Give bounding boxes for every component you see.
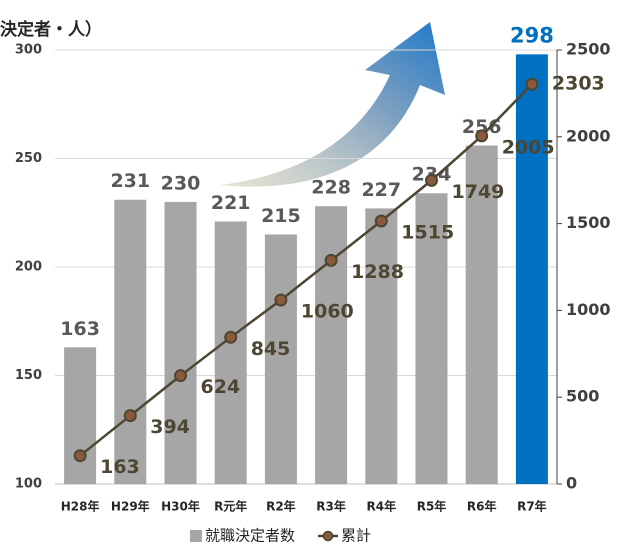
y2-tick-label: 1500 <box>566 213 611 232</box>
line-value-label: 1288 <box>351 261 404 283</box>
legend-marker <box>322 530 334 542</box>
y-tick-label: 200 <box>15 260 42 275</box>
x-tick-label: R元年 <box>214 499 247 514</box>
y2-tick-label: 2000 <box>566 126 611 145</box>
chart-title: 決定者・人） <box>0 19 102 40</box>
line-value-label: 1060 <box>301 300 354 322</box>
bar <box>515 54 548 485</box>
line-marker <box>475 129 489 143</box>
bar-value-label: 163 <box>60 318 100 340</box>
line-value-label: 2005 <box>502 136 555 158</box>
y-tick-label: 100 <box>15 477 42 492</box>
legend-swatch <box>190 530 202 542</box>
x-tick-label: R3年 <box>316 499 346 514</box>
x-tick-label: R5年 <box>417 499 447 514</box>
bar <box>365 208 398 484</box>
line-marker <box>374 214 388 228</box>
line-value-label: 1515 <box>401 221 454 243</box>
bar <box>415 193 448 484</box>
x-tick-label: H29年 <box>111 499 150 514</box>
bar-value-label: 228 <box>311 177 351 199</box>
bar <box>64 347 97 484</box>
x-tick-label: R2年 <box>266 499 296 514</box>
bar-value-label: 227 <box>361 179 401 201</box>
bar-value-label: 256 <box>462 116 502 138</box>
bar <box>465 145 498 485</box>
x-tick-label: H30年 <box>161 499 200 514</box>
line-marker <box>73 449 87 463</box>
line-marker <box>274 293 288 307</box>
line-value-label: 624 <box>201 376 241 398</box>
line <box>79 83 533 457</box>
bar-value-label: 215 <box>261 205 301 227</box>
line-value-label: 2303 <box>552 73 605 95</box>
bar <box>164 201 197 484</box>
y2-tick-label: 2500 <box>566 40 611 59</box>
line-marker <box>174 369 187 383</box>
legend-label: 就職決定者数 <box>205 527 295 545</box>
y-tick-label: 300 <box>15 43 42 58</box>
bar <box>264 234 297 484</box>
x-tick-label: R7年 <box>517 499 547 514</box>
line-marker <box>324 253 338 267</box>
line-value-label: 1749 <box>452 181 505 203</box>
legend-label: 累計 <box>341 527 371 545</box>
bar-value-label: 298 <box>510 23 554 47</box>
bar-value-label: 221 <box>211 192 251 214</box>
y-tick-label: 250 <box>15 151 42 166</box>
line-marker <box>425 173 438 187</box>
y-tick-label: 150 <box>15 368 42 383</box>
line-value-label: 845 <box>251 338 291 360</box>
line-marker <box>123 409 137 423</box>
line-marker <box>525 77 539 91</box>
bar <box>315 206 348 485</box>
y2-tick-label: 500 <box>566 387 599 406</box>
bar <box>214 221 247 484</box>
bar-value-label: 230 <box>161 172 201 194</box>
line-value-label: 394 <box>150 416 190 438</box>
bar-value-label: 231 <box>110 170 150 192</box>
y2-tick-label: 0 <box>566 474 577 493</box>
line-value-label: 163 <box>100 456 140 478</box>
y2-tick-label: 1000 <box>566 300 611 319</box>
x-tick-label: R6年 <box>467 499 497 514</box>
arrow <box>220 22 445 187</box>
x-tick-label: R4年 <box>367 499 397 514</box>
x-tick-label: H28年 <box>61 499 100 514</box>
line-marker <box>224 330 238 344</box>
bar <box>114 199 147 485</box>
